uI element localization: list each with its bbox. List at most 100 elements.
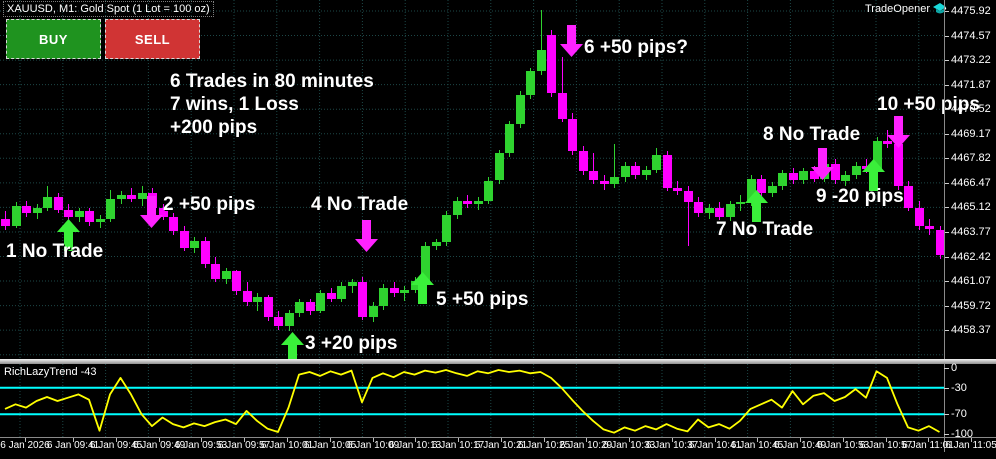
candle-bull [43, 196, 52, 208]
candle-bull [452, 200, 462, 215]
time-axis-tick [800, 438, 801, 442]
symbol-title: XAUUSD, M1: Gold Spot (1 Lot = 100 oz) [3, 1, 214, 17]
price-axis-tick [944, 330, 949, 332]
price-axis-label: 4459.72 [951, 299, 991, 312]
candle-bear [358, 282, 367, 317]
time-axis-label: 6 Jan 11:05 [945, 440, 996, 451]
price-axis-label: 4465.12 [951, 201, 991, 214]
candle-bear [809, 171, 819, 179]
price-axis-label: 4463.77 [951, 226, 991, 238]
candle-bull [137, 193, 147, 199]
candle-bull [95, 218, 105, 223]
candle-bull [725, 204, 735, 217]
buy-button[interactable]: BUY [6, 19, 101, 59]
trade-arrow-down-icon [355, 220, 378, 252]
candle-bear [326, 293, 336, 299]
trade-summary: 6 Trades in 80 minutes 7 wins, 1 Loss +2… [170, 70, 374, 139]
trade-label: 10 +50 pips [877, 94, 980, 115]
candle-bull [221, 271, 231, 279]
indicator-axis[interactable]: 0 -30 -70 -100 [944, 362, 996, 440]
trade-label: 8 No Trade [763, 124, 861, 145]
time-axis-label: 6 Jan 10:13 [388, 440, 442, 451]
candle-bull [641, 169, 651, 176]
candle-bull [526, 71, 535, 95]
candle-bull [652, 155, 661, 170]
candle-bull [610, 176, 619, 185]
candle-wick [614, 144, 615, 188]
summary-line-2: 7 wins, 1 Loss [170, 94, 299, 115]
candle-bull [442, 215, 451, 243]
price-axis-label: 4469.17 [951, 127, 991, 140]
candle-bear [578, 151, 588, 172]
candle-bull [505, 124, 514, 154]
time-axis-tick [159, 438, 160, 442]
time-axis-label: 6 Jan 10:25 [517, 440, 571, 451]
price-axis-label: 4458.37 [951, 324, 991, 337]
candle-bull [32, 207, 42, 214]
price-axis[interactable]: 4475.92 4474.57 4473.22 4471.87 4470.52 4469.… [944, 0, 996, 359]
time-axis[interactable]: 6 Jan 2026 6 Jan 09:41 6 Jan 09:45 6 Jan 09… [0, 438, 996, 452]
candle-bull [337, 286, 346, 299]
candle-bull [284, 313, 294, 326]
time-axis-label: 6 Jan 10:05 [303, 440, 357, 451]
summary-line-3: +200 pips [170, 117, 258, 138]
time-axis-tick [373, 438, 374, 442]
candle-bear [673, 187, 682, 192]
time-axis-tick [25, 438, 26, 442]
time-axis-tick [586, 438, 587, 442]
time-axis-label: 6 Jan 10:37 [645, 440, 699, 451]
candle-wick [351, 278, 353, 294]
chart-area[interactable]: 1 No Trade 2 +50 pips 3 +20 pips 4 No Trade… [0, 0, 980, 364]
candle-bear [715, 207, 724, 217]
indicator-pane: RichLazyTrend -43 [0, 364, 944, 437]
candle-bear [127, 195, 136, 199]
trade-arrow-up-icon [281, 332, 304, 364]
candle-bull [253, 296, 262, 303]
price-axis-label: 4470.52 [951, 103, 991, 116]
price-axis-tick [944, 232, 949, 233]
candle-bull [778, 173, 787, 186]
price-axis-tick [944, 109, 949, 111]
trade-arrow-down-icon [887, 116, 910, 148]
time-axis-tick [971, 438, 972, 442]
candle-bull [767, 185, 777, 194]
indicator-axis-tick [944, 434, 949, 435]
candle-bear [904, 185, 913, 208]
candle-bull [431, 242, 441, 246]
time-axis-border [0, 437, 996, 438]
indicator-name-label: RichLazyTrend -43 [4, 366, 97, 378]
candle-bear [568, 118, 577, 152]
candle-bear [179, 231, 189, 248]
summary-line-1: 6 Trades in 80 minutes [170, 71, 374, 92]
candle-bull [116, 195, 126, 199]
price-axis-tick [944, 281, 949, 283]
candle-bull [841, 175, 850, 181]
time-axis-tick [672, 438, 673, 442]
candle-bear [242, 291, 252, 303]
pane-separator[interactable] [0, 359, 996, 364]
candle-bear [599, 180, 609, 185]
candle-bear [305, 302, 315, 312]
trade-label: 2 +50 pips [163, 194, 256, 215]
sell-button[interactable]: SELL [105, 19, 200, 59]
candle-bear [53, 196, 63, 210]
time-axis-label: 6 Jan 10:01 [260, 440, 314, 451]
candle-bear [925, 225, 934, 230]
time-axis-label: 6 Jan 10:09 [346, 440, 400, 451]
candle-bull [106, 198, 115, 219]
candle-wick [540, 9, 542, 75]
price-axis-tick [944, 256, 949, 258]
candle-wick [887, 129, 888, 148]
candle-bear [389, 287, 399, 294]
candle-bull [536, 49, 546, 72]
indicator-line [4, 369, 940, 434]
price-axis-label: 4462.42 [951, 250, 991, 263]
candle-bear [788, 173, 798, 181]
price-axis-label: 4473.22 [951, 54, 991, 67]
price-axis-label: 4467.82 [951, 152, 991, 165]
candle-bull [295, 302, 304, 314]
price-axis-label: 4466.47 [951, 176, 991, 189]
time-axis-tick [330, 438, 331, 442]
time-axis-label: 6 Jan 10:29 [559, 440, 613, 451]
time-axis-label: 6 Jan 10:33 [602, 440, 656, 451]
